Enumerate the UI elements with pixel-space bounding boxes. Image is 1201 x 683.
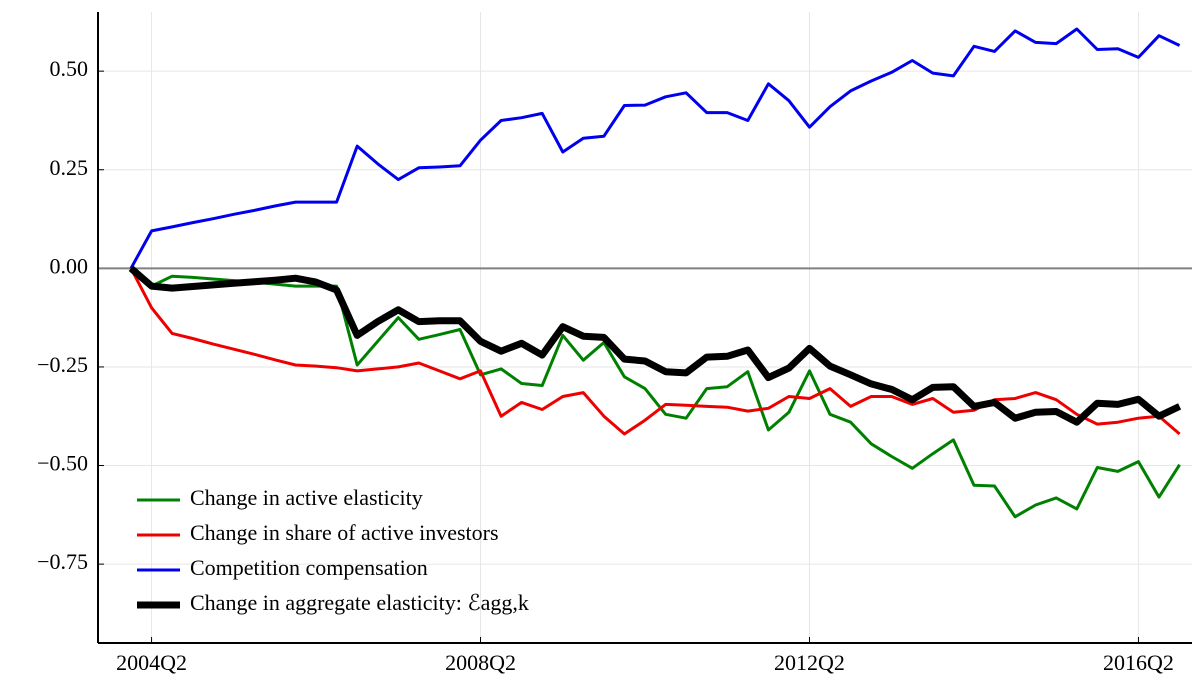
legend-label: Change in active elasticity (190, 485, 423, 510)
y-tick-label: −0.25 (37, 352, 88, 377)
y-tick-label: −0.75 (37, 549, 88, 574)
series-line (129, 267, 1181, 436)
y-tick-label: 0.25 (50, 155, 89, 180)
x-tick-label: 2012Q2 (774, 650, 845, 675)
legend-label: Competition compensation (190, 555, 428, 580)
x-tick-label: 2008Q2 (445, 650, 516, 675)
legend-label: Change in share of active investors (190, 520, 499, 545)
legend-label: Change in aggregate elasticity: ℰagg,k (190, 590, 529, 615)
y-tick-label: 0.50 (50, 56, 89, 81)
series-line (129, 27, 1181, 270)
y-tick-label: 0.00 (50, 253, 89, 278)
x-tick-label: 2004Q2 (116, 650, 187, 675)
series-line (130, 267, 1181, 519)
y-tick-label: −0.50 (37, 451, 88, 476)
series-line (128, 265, 1182, 426)
x-tick-label: 2016Q2 (1103, 650, 1174, 675)
